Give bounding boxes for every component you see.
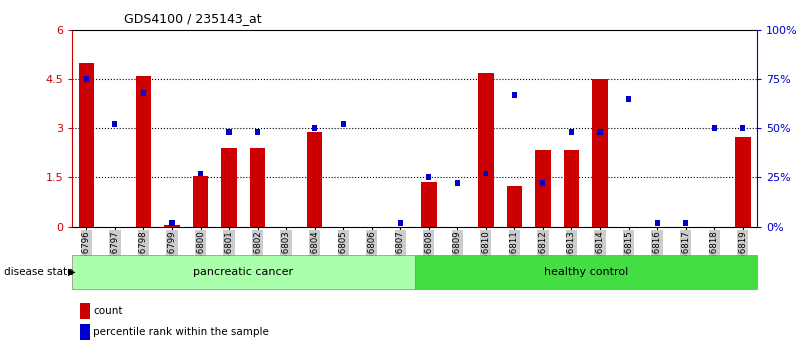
FancyBboxPatch shape — [72, 255, 415, 289]
Bar — [84, 76, 89, 82]
Bar — [598, 129, 602, 135]
Bar — [198, 171, 203, 176]
Bar — [307, 132, 323, 227]
Bar — [711, 125, 717, 131]
Bar — [250, 148, 265, 227]
Bar — [426, 175, 432, 181]
FancyBboxPatch shape — [415, 255, 757, 289]
Text: GDS4100 / 235143_at: GDS4100 / 235143_at — [124, 12, 262, 25]
Bar — [740, 125, 745, 131]
Bar — [421, 182, 437, 227]
Bar — [164, 225, 179, 227]
Bar — [112, 121, 118, 127]
Text: disease state: disease state — [4, 267, 74, 277]
Bar — [483, 171, 489, 176]
Bar — [455, 181, 460, 186]
Bar — [340, 121, 346, 127]
Bar — [255, 129, 260, 135]
Bar — [592, 79, 608, 227]
Bar — [135, 76, 151, 227]
Bar — [535, 150, 551, 227]
Text: count: count — [93, 306, 123, 316]
Bar — [169, 220, 175, 225]
Bar — [564, 150, 579, 227]
Bar — [626, 96, 631, 102]
Bar — [683, 220, 688, 225]
Bar — [227, 129, 231, 135]
Text: healthy control: healthy control — [544, 267, 628, 277]
Bar — [78, 63, 95, 227]
Bar — [569, 129, 574, 135]
Bar — [141, 90, 146, 96]
Bar — [735, 137, 751, 227]
Bar — [397, 220, 403, 225]
Bar — [654, 220, 660, 225]
Bar — [193, 176, 208, 227]
Bar — [478, 73, 493, 227]
Bar — [541, 181, 545, 186]
Bar — [512, 92, 517, 98]
Bar — [506, 185, 522, 227]
Text: percentile rank within the sample: percentile rank within the sample — [93, 327, 269, 337]
Text: ▶: ▶ — [68, 267, 75, 277]
Bar — [221, 148, 237, 227]
Bar — [312, 125, 317, 131]
Text: pancreatic cancer: pancreatic cancer — [193, 267, 293, 277]
